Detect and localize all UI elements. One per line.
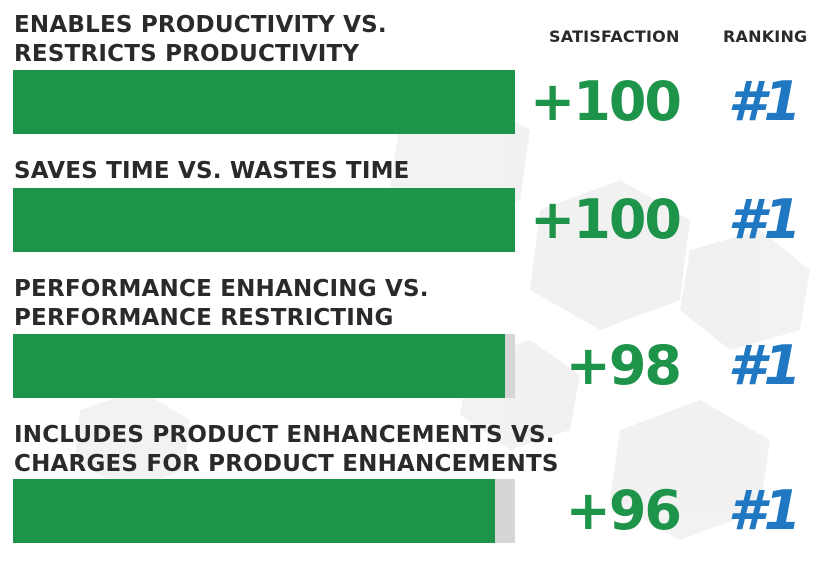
- row-label-3-line-2: PERFORMANCE RESTRICTING: [14, 305, 394, 331]
- ranking-value-1: #1: [728, 70, 801, 133]
- row-label-2-line-1: SAVES TIME VS. WASTES TIME: [14, 158, 410, 184]
- row-label-4: INCLUDES PRODUCT ENHANCEMENTS VS. CHARGE…: [14, 421, 559, 479]
- ranking-column-header: RANKING: [723, 27, 808, 46]
- bar-fill-3: [13, 334, 505, 398]
- bar-track-1: [13, 70, 515, 134]
- bar-fill-1: [13, 70, 515, 134]
- row-label-4-line-2: CHARGES FOR PRODUCT ENHANCEMENTS: [14, 451, 559, 477]
- bar-track-4: [13, 479, 515, 543]
- row-label-3-line-1: PERFORMANCE ENHANCING VS.: [14, 276, 429, 302]
- row-label-1-line-1: ENABLES PRODUCTIVITY VS.: [14, 12, 387, 38]
- bar-fill-4: [13, 479, 495, 543]
- satisfaction-value-3: +98: [565, 334, 682, 397]
- ranking-value-2: #1: [728, 188, 801, 251]
- row-label-2: SAVES TIME VS. WASTES TIME: [14, 157, 410, 186]
- satisfaction-value-4: +96: [565, 479, 682, 542]
- row-label-3: PERFORMANCE ENHANCING VS. PERFORMANCE RE…: [14, 275, 429, 333]
- ranking-value-4: #1: [728, 479, 801, 542]
- satisfaction-value-2: +100: [530, 188, 682, 251]
- satisfaction-value-1: +100: [530, 70, 682, 133]
- bar-track-2: [13, 188, 515, 252]
- satisfaction-column-header: SATISFACTION: [549, 27, 680, 46]
- row-label-4-line-1: INCLUDES PRODUCT ENHANCEMENTS VS.: [14, 422, 555, 448]
- ranking-value-3: #1: [728, 334, 801, 397]
- bar-fill-2: [13, 188, 515, 252]
- row-label-1: ENABLES PRODUCTIVITY VS. RESTRICTS PRODU…: [14, 11, 387, 69]
- row-label-1-line-2: RESTRICTS PRODUCTIVITY: [14, 41, 360, 67]
- bar-track-3: [13, 334, 515, 398]
